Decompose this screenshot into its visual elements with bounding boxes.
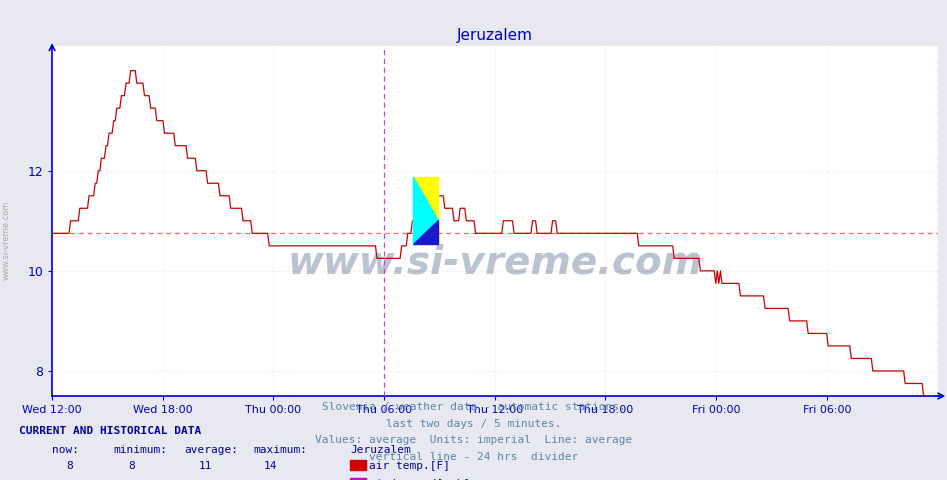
Text: -nan: -nan: [185, 478, 212, 480]
Polygon shape: [413, 177, 438, 243]
Text: Values: average  Units: imperial  Line: average: Values: average Units: imperial Line: av…: [314, 435, 633, 445]
Text: www.si-vreme.com: www.si-vreme.com: [287, 244, 703, 282]
Text: minimum:: minimum:: [114, 444, 168, 455]
Polygon shape: [413, 177, 438, 220]
Text: -nan: -nan: [114, 478, 141, 480]
Text: maximum:: maximum:: [254, 444, 308, 455]
Text: -nan: -nan: [52, 478, 80, 480]
Text: air temp.[F]: air temp.[F]: [369, 461, 451, 471]
Text: last two days / 5 minutes.: last two days / 5 minutes.: [385, 419, 562, 429]
Text: www.si-vreme.com: www.si-vreme.com: [1, 200, 10, 280]
Text: 8: 8: [66, 461, 73, 471]
Text: vertical line - 24 hrs  divider: vertical line - 24 hrs divider: [369, 452, 578, 462]
Title: Jeruzalem: Jeruzalem: [456, 28, 533, 43]
Text: 14: 14: [263, 461, 277, 471]
Text: 11: 11: [199, 461, 212, 471]
Text: 8: 8: [128, 461, 134, 471]
Text: Slovenia / weather data - automatic stations.: Slovenia / weather data - automatic stat…: [322, 402, 625, 412]
Text: -nan: -nan: [254, 478, 281, 480]
Text: wind speed[mph]: wind speed[mph]: [369, 479, 471, 480]
Text: now:: now:: [52, 444, 80, 455]
Polygon shape: [413, 220, 438, 243]
Text: Jeruzalem: Jeruzalem: [350, 444, 411, 455]
Text: average:: average:: [185, 444, 239, 455]
Text: CURRENT AND HISTORICAL DATA: CURRENT AND HISTORICAL DATA: [19, 426, 201, 436]
